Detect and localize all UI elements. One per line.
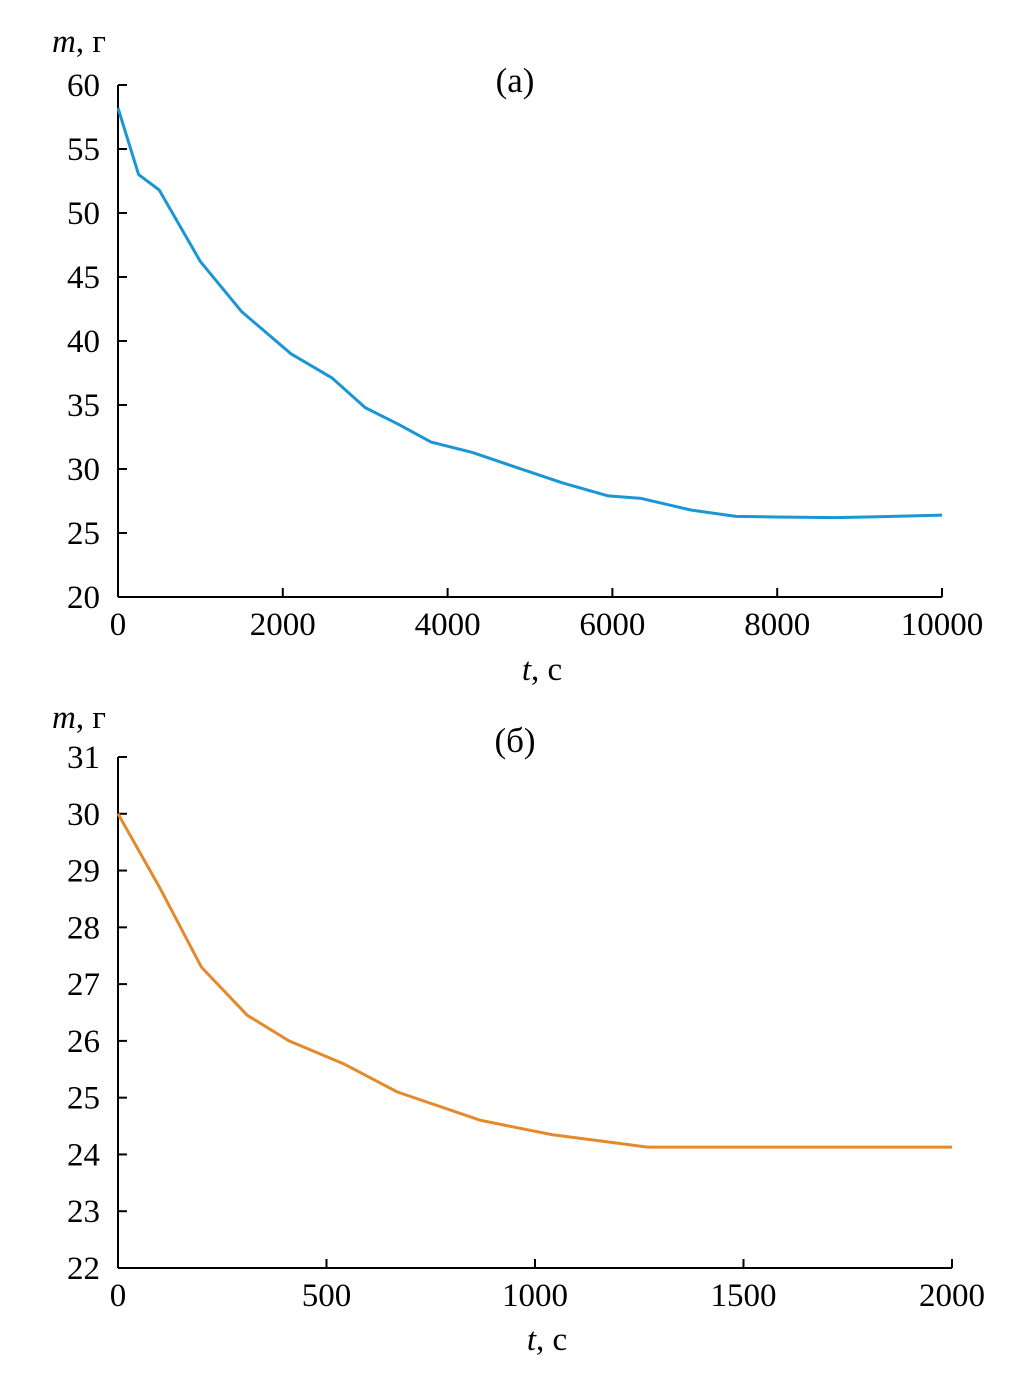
series-line xyxy=(116,107,943,520)
y-tick-label: 55 xyxy=(67,132,100,168)
y-tick-label: 25 xyxy=(67,516,100,552)
x-axis-label: t, с xyxy=(527,1322,567,1358)
x-tick-label: 0 xyxy=(110,607,127,643)
y-tick-label: 31 xyxy=(67,740,100,776)
y-tick-label: 22 xyxy=(67,1251,100,1287)
y-axis-unit: , г xyxy=(76,24,106,60)
y-tick-label: 50 xyxy=(67,196,100,232)
x-axis-label: t, с xyxy=(522,652,562,688)
y-tick-label: 23 xyxy=(67,1194,100,1230)
x-tick-label: 2000 xyxy=(250,607,316,643)
y-tick-label: 30 xyxy=(67,452,100,488)
y-tick-label: 26 xyxy=(67,1024,100,1060)
y-tick-label: 30 xyxy=(67,797,100,833)
y-tick-label: 40 xyxy=(67,324,100,360)
y-axis-unit: , г xyxy=(76,700,106,736)
x-tick-label: 2000 xyxy=(919,1278,985,1314)
y-axis-var: m xyxy=(52,24,76,60)
y-tick-label: 20 xyxy=(67,580,100,616)
y-tick-label: 24 xyxy=(67,1137,100,1173)
series-line xyxy=(116,813,952,1149)
y-tick-label: 28 xyxy=(67,910,100,946)
x-tick-label: 6000 xyxy=(579,607,645,643)
x-tick-label: 1000 xyxy=(502,1278,568,1314)
y-tick-label: 27 xyxy=(67,967,100,1003)
y-tick-label: 29 xyxy=(67,854,100,890)
x-axis-var: t xyxy=(522,652,532,688)
y-tick-label: 45 xyxy=(67,260,100,296)
x-tick-label: 500 xyxy=(302,1278,352,1314)
x-axis-unit: , с xyxy=(536,1322,567,1358)
x-axis-var: t xyxy=(527,1322,537,1358)
x-axis-unit: , с xyxy=(531,652,562,688)
panel-label: (б) xyxy=(494,721,535,760)
chart-panel-b: 22 23 24 25 26 27 28 29 30 31 0 500 1000 1500 2000 (б) m… xyxy=(52,700,985,1358)
x-tick-label: 10000 xyxy=(901,607,984,643)
y-tick-label: 35 xyxy=(67,388,100,424)
y-tick-label: 60 xyxy=(67,68,100,104)
y-axis-var: m xyxy=(52,700,76,736)
y-axis-label: m, г xyxy=(52,24,106,60)
y-tick-label: 25 xyxy=(67,1081,100,1117)
x-tick-label: 8000 xyxy=(744,607,810,643)
x-tick-label: 4000 xyxy=(415,607,481,643)
chart-panel-a: 20 25 30 35 40 45 50 55 60 0 2000 4000 6000 8000 10000… xyxy=(52,24,983,688)
x-tick-label: 0 xyxy=(110,1278,127,1314)
y-axis-label: m, г xyxy=(52,700,106,736)
x-tick-label: 1500 xyxy=(711,1278,777,1314)
panel-label: (а) xyxy=(496,61,535,100)
